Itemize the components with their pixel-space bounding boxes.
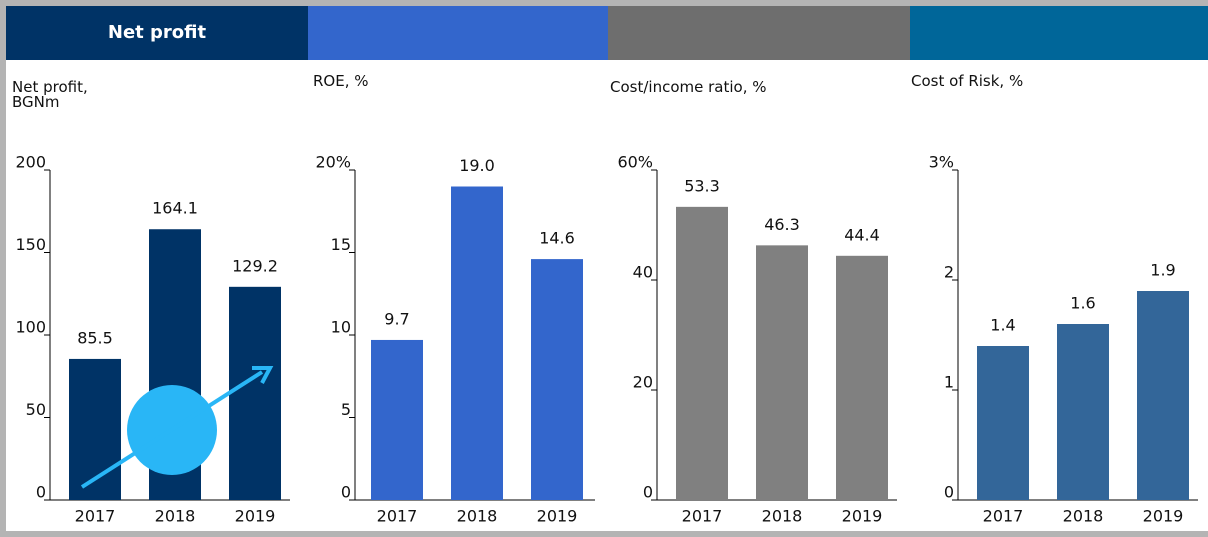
value-label: 14.6	[539, 229, 575, 248]
y-tick-label: 1	[944, 373, 954, 392]
value-label: 1.9	[1150, 261, 1175, 280]
decor-arrow	[80, 370, 264, 489]
chart-title: Cost of Risk, %	[911, 72, 1024, 90]
x-tick-label: 2018	[457, 507, 498, 526]
bar	[371, 339, 423, 500]
x-tick-label: 2017	[75, 507, 116, 526]
x-tick-label: 2017	[682, 507, 723, 526]
y-tick-label: 0	[643, 483, 653, 502]
x-tick-label: 2018	[155, 507, 196, 526]
value-label: 85.5	[77, 328, 113, 347]
y-tick-label: 2	[944, 263, 954, 282]
y-tick-label: 0	[944, 483, 954, 502]
bar	[756, 245, 808, 500]
bar	[451, 186, 503, 500]
decor-arrowhead	[252, 366, 274, 384]
bar	[229, 286, 281, 500]
y-tick-label: 15	[331, 235, 351, 254]
tab	[910, 6, 1208, 60]
y-tick-label: 20	[633, 373, 653, 392]
x-tick-label: 2017	[377, 507, 418, 526]
tab-label: Net profit	[107, 22, 207, 43]
x-tick-label: 2019	[842, 507, 883, 526]
bar	[1137, 291, 1189, 500]
value-label: 46.3	[764, 215, 800, 234]
y-tick-label: 150	[15, 235, 46, 254]
bar	[977, 346, 1029, 500]
y-tick-label: 20%	[315, 153, 351, 172]
bar	[531, 259, 583, 500]
tab	[608, 6, 910, 60]
y-tick-label: 3%	[929, 153, 954, 172]
value-label: 129.2	[232, 256, 278, 275]
x-tick-label: 2019	[1143, 507, 1184, 526]
value-label: 1.4	[990, 316, 1015, 335]
bar	[836, 255, 888, 500]
y-tick-label: 0	[341, 483, 351, 502]
y-tick-label: 10	[331, 318, 351, 337]
chart-title: Net profit, BGNm	[12, 78, 88, 111]
x-tick-label: 2018	[1063, 507, 1104, 526]
value-label: 1.6	[1070, 294, 1095, 313]
x-tick-label: 2019	[537, 507, 578, 526]
bar	[1057, 324, 1109, 500]
value-label: 164.1	[152, 199, 198, 218]
value-label: 9.7	[384, 309, 409, 328]
value-label: 53.3	[684, 176, 720, 195]
y-tick-label: 60%	[617, 153, 653, 172]
y-tick-label: 5	[341, 400, 351, 419]
value-label: 19.0	[459, 156, 495, 175]
x-tick-label: 2019	[235, 507, 276, 526]
tab	[6, 6, 308, 60]
y-tick-label: 40	[633, 263, 653, 282]
x-tick-label: 2018	[762, 507, 803, 526]
y-tick-label: 100	[15, 318, 46, 337]
chart-title: Cost/income ratio, %	[610, 78, 767, 96]
chart-title: ROE, %	[313, 72, 369, 90]
y-tick-label: 0	[36, 483, 46, 502]
bar	[676, 206, 728, 500]
tab	[308, 6, 608, 60]
y-tick-label: 200	[15, 153, 46, 172]
y-tick-label: 50	[26, 400, 46, 419]
value-label: 44.4	[844, 225, 880, 244]
x-tick-label: 2017	[983, 507, 1024, 526]
